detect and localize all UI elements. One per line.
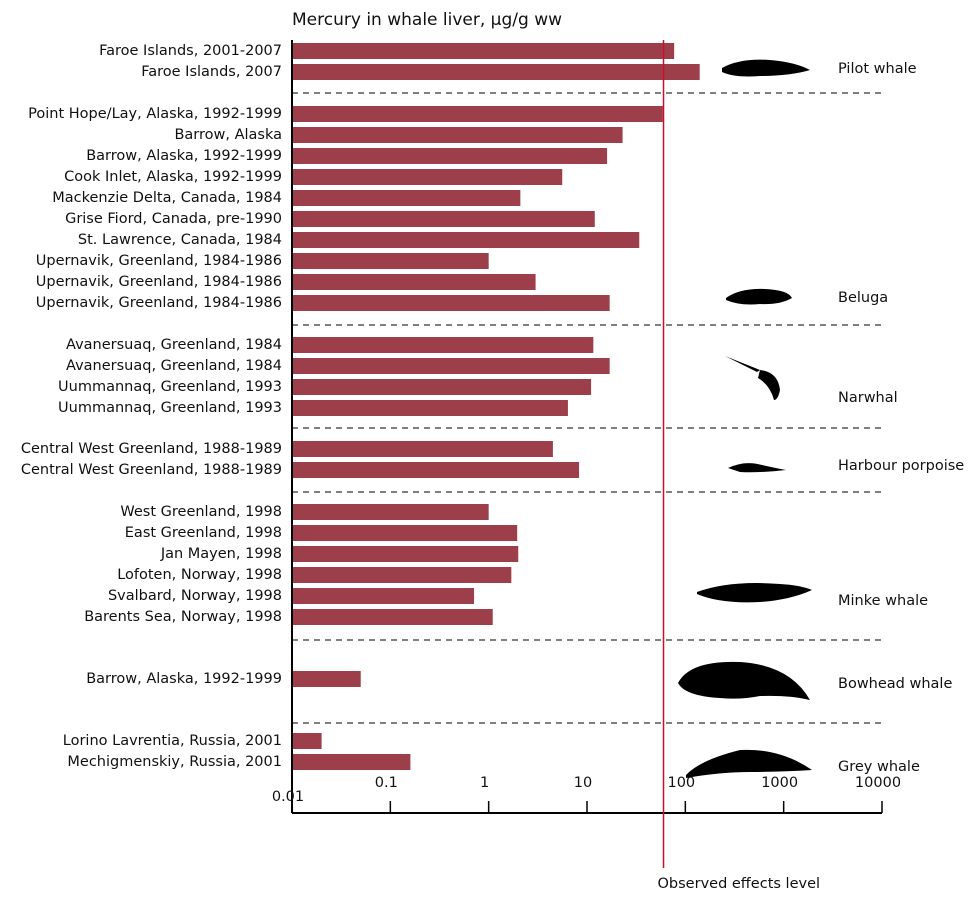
y-tick-label: Barrow, Alaska [174,127,282,143]
chart-title: Mercury in whale liver, µg/g ww [292,10,562,30]
icon-grey-whale [686,749,812,778]
y-tick-label: Lorino Lavrentia, Russia, 2001 [63,733,282,749]
y-tick-label: East Greenland, 1998 [125,525,282,541]
y-tick-label: Mackenzie Delta, Canada, 1984 [52,190,282,206]
bar [292,525,518,541]
bar [292,169,563,185]
y-tick-label: Point Hope/Lay, Alaska, 1992-1999 [28,106,282,122]
y-tick-label: Svalbard, Norway, 1998 [108,588,282,604]
y-tick-label: Avanersuaq, Greenland, 1984 [66,337,282,353]
y-tick-label: Uummannaq, Greenland, 1993 [58,379,282,395]
bar [292,379,592,395]
y-tick-label: Faroe Islands, 2007 [141,64,282,80]
x-tick-label: 0.01 [272,789,304,805]
icon-minke [697,583,812,603]
y-tick-label: Central West Greenland, 1988-1989 [21,441,282,457]
bar [292,127,623,143]
icon-pilot-whale [722,59,810,77]
y-tick-label: Jan Mayen, 1998 [160,546,282,562]
x-tick-label: 0.1 [375,775,398,791]
species-label: Grey whale [838,759,920,775]
y-tick-label: Central West Greenland, 1988-1989 [21,462,282,478]
species-label: Pilot whale [838,61,917,77]
bar [292,43,675,59]
species-label: Narwhal [838,390,898,406]
bar [292,64,700,80]
x-tick-label: 10 [574,775,592,791]
species-label: Beluga [838,290,888,306]
bar [292,462,580,478]
y-tick-label: Mechigmenskiy, Russia, 2001 [67,754,282,770]
species-label: Minke whale [838,593,928,609]
y-tick-label: Cook Inlet, Alaska, 1992-1999 [64,169,282,185]
x-tick-label: 1 [480,775,489,791]
bar [292,609,493,625]
y-tick-label: Upernavik, Greenland, 1984-1986 [36,274,282,290]
icon-porpoise [728,463,786,473]
bar [292,441,553,457]
y-tick-label: Barrow, Alaska, 1992-1999 [86,148,282,164]
bar [292,274,536,290]
y-tick-label: St. Lawrence, Canada, 1984 [78,232,282,248]
y-tick-label: Upernavik, Greenland, 1984-1986 [36,253,282,269]
bar [292,253,489,269]
y-tick-label: Lofoten, Norway, 1998 [117,567,282,583]
y-tick-label: Barrow, Alaska, 1992-1999 [86,671,282,687]
icon-narwhal [725,356,780,400]
y-tick-label: Avanersuaq, Greenland, 1984 [66,358,282,374]
bar [292,504,489,520]
bar [292,190,521,206]
y-tick-label: West Greenland, 1998 [120,504,282,520]
bar [292,358,610,374]
y-tick-label: Uummannaq, Greenland, 1993 [58,400,282,416]
x-tick-label: 10000 [855,775,901,791]
whale-icons [678,59,812,778]
x-tick-label: 100 [667,775,695,791]
x-tick-label: 1000 [761,775,798,791]
bar [292,400,568,416]
bar [292,733,322,749]
bar [292,754,411,770]
species-label: Harbour porpoise [838,458,964,474]
y-tick-label: Faroe Islands, 2001-2007 [99,43,282,59]
bar [292,567,512,583]
bar [292,106,663,122]
species-label: Bowhead whale [838,676,952,692]
y-tick-label: Upernavik, Greenland, 1984-1986 [36,295,282,311]
bar [292,295,610,311]
bar [292,337,594,353]
y-tick-label: Barents Sea, Norway, 1998 [84,609,282,625]
bar [292,232,640,248]
bar [292,671,361,687]
reference-label: Observed effects level [658,876,821,892]
bar [292,588,475,604]
bar [292,148,608,164]
bar [292,211,595,227]
bar [292,546,519,562]
icon-bowhead [678,661,810,700]
icon-beluga [726,288,792,305]
y-tick-label: Grise Fiord, Canada, pre-1990 [65,211,282,227]
